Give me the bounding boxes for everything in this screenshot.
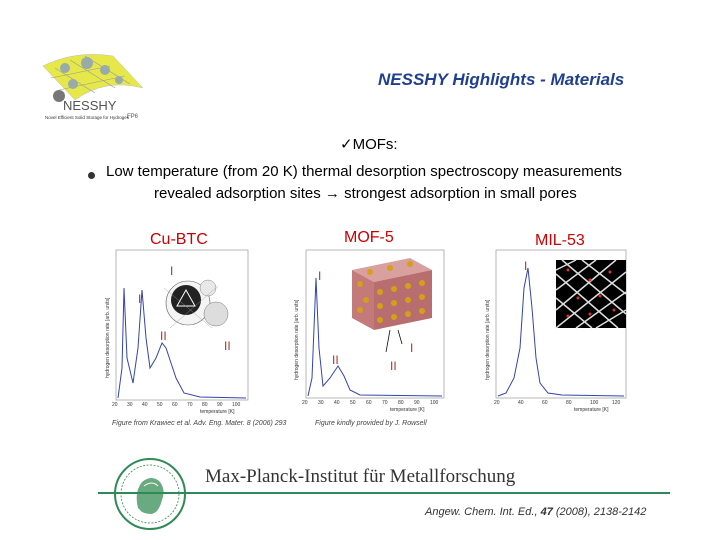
bullet-text-line1: Low temperature (from 20 K) thermal deso… [106,163,623,180]
cu-btc-structure-image [163,279,229,329]
cu-btc-ylabel: hydrogen desorption rate [arb. units] [105,297,111,378]
cu-btc-xtick: 100 [232,402,241,408]
bullet-dot-icon [88,172,95,179]
mil53-figure: hydrogen desorption rate [arb. units] I … [485,249,627,413]
mof5-ylabel: hydrogen desorption rate [arb. units] [294,299,300,380]
mof5-xtick: 100 [430,400,439,406]
logo-wordmark: NESSHY [63,98,117,113]
mof5-xtick: 90 [414,400,420,406]
cu-btc-xlabel: temperature [K] [200,409,235,415]
mof5-xtick: 20 [302,400,308,406]
mil53-peak-I: I [524,259,527,273]
mof5-xlabel: temperature [K] [390,407,425,413]
mof5-peak-II-site: II [390,359,397,373]
cu-btc-peak-II-left: II [160,329,167,343]
panel-label-cu-btc: Cu-BTC [150,231,208,248]
mof5-structure-image [352,258,432,353]
mil53-xtick: 100 [590,400,599,406]
mof5-peak-I: I [318,269,321,283]
cu-btc-xtick: 60 [172,402,178,408]
cu-btc-xtick: 30 [127,402,133,408]
cu-btc-peak-I-lower: I [138,292,141,306]
mof5-xtick: 30 [318,400,324,406]
cu-btc-xtick: 40 [142,402,148,408]
cu-btc-peak-I-upper: I [170,264,173,278]
cu-btc-peak-II-right: II [224,339,231,353]
cu-btc-figure: hydrogen desorption rate [arb. units] I … [105,249,249,415]
logo-subtitle: Novel Efficient Solid Storage for Hydrog… [45,115,130,120]
mil53-xtick: 80 [566,400,572,406]
panel-label-mof5: MOF-5 [344,229,394,246]
panel-label-mil53: MIL-53 [535,232,585,249]
citation-pages: (2008), 2138-2142 [555,506,647,518]
mil53-curve [497,267,625,397]
mof5-peak-I-site: I [410,341,413,355]
citation-reference: Angew. Chem. Int. Ed., 47 (2008), 2138-2… [425,506,646,518]
page-title: NESSHY Highlights - Materials [378,70,625,89]
mil53-xlabel: temperature [K] [574,407,609,413]
checkmark-icon: ✓ [340,135,353,153]
mil53-xtick: 40 [518,400,524,406]
figure-credit-right: Figure kindly provided by J. Rowsell [315,420,427,427]
mof5-curve [307,277,443,397]
max-planck-emblem [114,458,186,530]
cu-btc-curve [117,287,247,399]
mil53-xtick: 20 [494,400,500,406]
mof5-xtick: 50 [350,400,356,406]
cu-btc-xtick: 90 [217,402,223,408]
mil53-xtick: 120 [612,400,621,406]
mof5-xtick: 40 [334,400,340,406]
mil53-structure-image [555,259,627,329]
mof5-xtick: 70 [382,400,388,406]
mil53-ylabel: hydrogen desorption rate [arb. units] [485,299,491,380]
section-label-text: MOFs: [352,136,398,153]
citation-journal: Angew. Chem. Int. Ed., [425,506,538,518]
cu-btc-xtick: 70 [187,402,193,408]
figure-credit-left: Figure from Krawiec et al. Adv. Eng. Mat… [112,420,287,427]
cu-btc-xtick: 50 [157,402,163,408]
cu-btc-xtick: 80 [202,402,208,408]
mof5-xtick: 60 [366,400,372,406]
institute-name: Max-Planck-Institut für Metallforschung [205,466,516,487]
mil53-xtick: 60 [542,400,548,406]
mof5-xtick: 80 [398,400,404,406]
mof5-figure: hydrogen desorption rate [arb. units] I … [294,249,445,413]
footer-divider [98,492,670,494]
citation-volume: 47 [540,506,553,518]
cu-btc-xtick: 20 [112,402,118,408]
bullet-text-line2: revealed adsorption sites → strongest ad… [154,185,577,202]
mof5-peak-II: II [332,353,339,367]
logo-mark: FP6 [127,114,139,120]
nesshy-logo: NESSHY Novel Efficient Solid Storage for… [35,48,150,128]
section-label: ✓MOFs: [340,135,398,153]
